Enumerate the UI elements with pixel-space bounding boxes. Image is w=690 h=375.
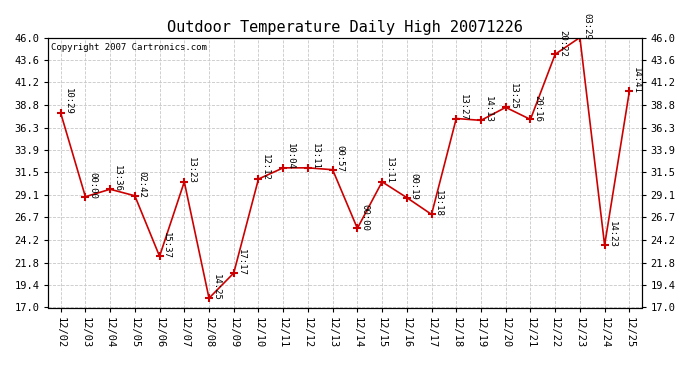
- Text: 14:25: 14:25: [212, 274, 221, 300]
- Title: Outdoor Temperature Daily High 20071226: Outdoor Temperature Daily High 20071226: [167, 20, 523, 35]
- Text: 13:25: 13:25: [509, 83, 518, 110]
- Text: 13:36: 13:36: [113, 165, 122, 192]
- Text: 12:12: 12:12: [262, 154, 270, 182]
- Text: 20:16: 20:16: [533, 95, 542, 122]
- Text: 10:04: 10:04: [286, 143, 295, 170]
- Text: 00:57: 00:57: [335, 145, 344, 172]
- Text: 13:11: 13:11: [385, 157, 394, 184]
- Text: 17:17: 17:17: [237, 249, 246, 275]
- Text: 00:00: 00:00: [88, 172, 97, 199]
- Text: 13:27: 13:27: [459, 94, 468, 121]
- Text: 13:11: 13:11: [310, 143, 319, 170]
- Text: 13:23: 13:23: [187, 157, 196, 184]
- Text: 15:37: 15:37: [162, 232, 171, 259]
- Text: 02:42: 02:42: [137, 171, 146, 198]
- Text: 00:19: 00:19: [410, 173, 419, 200]
- Text: 00:00: 00:00: [360, 204, 369, 231]
- Text: 14:41: 14:41: [632, 67, 641, 94]
- Text: 20:22: 20:22: [558, 30, 567, 57]
- Text: Copyright 2007 Cartronics.com: Copyright 2007 Cartronics.com: [51, 43, 207, 52]
- Text: 03:29: 03:29: [582, 13, 591, 40]
- Text: 14:13: 14:13: [484, 96, 493, 123]
- Text: 10:29: 10:29: [63, 88, 72, 115]
- Text: 14:23: 14:23: [607, 220, 616, 248]
- Text: 13:18: 13:18: [434, 190, 443, 217]
